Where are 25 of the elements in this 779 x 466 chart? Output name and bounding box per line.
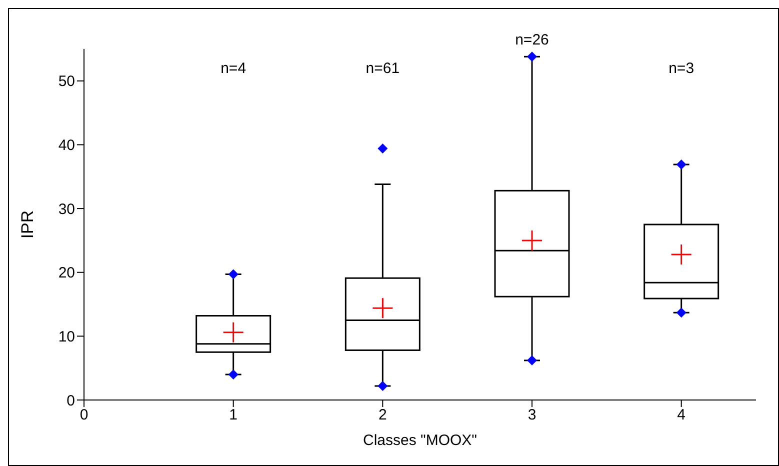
y-tick-label: 0: [66, 392, 75, 410]
text: n=26: [515, 32, 549, 49]
y-tick-label: 40: [58, 137, 75, 154]
y-tick-label: 30: [58, 200, 75, 218]
y-tick-label: 50: [58, 73, 75, 90]
point: [228, 369, 238, 380]
annotation: n=61: [366, 60, 400, 77]
point: [527, 355, 537, 366]
point: [378, 380, 388, 391]
y-tick-label: 10: [58, 328, 75, 346]
x-tick-label: 1: [229, 406, 238, 424]
annotation: n=4: [220, 60, 246, 77]
x-tick-label: 4: [677, 406, 686, 424]
y-tick-label: 20: [58, 264, 75, 282]
point: [378, 144, 388, 154]
x-axis-title: Classes "MOOX": [362, 432, 478, 449]
x-tick-label: 3: [528, 406, 536, 424]
point: [676, 308, 686, 318]
point: [527, 52, 537, 62]
y-axis-title: IPR: [18, 210, 38, 239]
x-tick-label: 2: [378, 406, 387, 424]
point: [228, 269, 238, 280]
point: [676, 160, 686, 170]
annotation: n=3: [668, 60, 694, 77]
x-tick-label: 0: [80, 406, 88, 424]
